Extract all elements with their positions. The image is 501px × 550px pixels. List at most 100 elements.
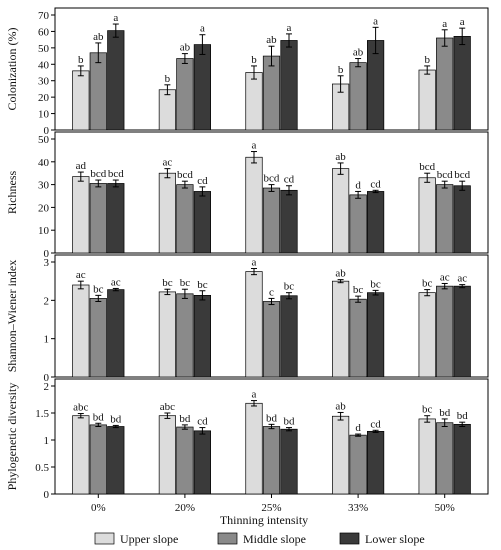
- significance-letter: c: [269, 286, 274, 298]
- significance-letter: bcd: [177, 169, 193, 181]
- bar: [367, 292, 385, 378]
- significance-letter: bcd: [90, 168, 106, 180]
- bar: [349, 298, 367, 378]
- y-tick-label: 40: [38, 59, 50, 71]
- bar: [245, 72, 263, 131]
- legend-swatch: [94, 532, 115, 545]
- significance-letter: bc: [162, 277, 173, 289]
- legend: Upper slope Middle slope Lower slope: [94, 532, 425, 546]
- significance-letter: abc: [160, 401, 175, 413]
- bar: [176, 426, 194, 495]
- significance-letter: d: [355, 422, 361, 434]
- x-axis-title: Thinning intensity: [220, 513, 308, 527]
- significance-letter: bc: [422, 278, 433, 290]
- bar: [453, 36, 471, 131]
- bar: [332, 168, 350, 254]
- bar: [418, 418, 436, 495]
- y-tick-label: 1.5: [35, 408, 49, 420]
- y-axis-title: Shannon–Wiener index: [5, 260, 19, 373]
- bar: [453, 185, 471, 254]
- bar: [349, 62, 367, 131]
- significance-letter: ac: [440, 271, 450, 283]
- bar: [193, 191, 211, 254]
- significance-letter: bd: [284, 416, 296, 428]
- significance-letter: cd: [197, 416, 208, 428]
- bar: [436, 184, 454, 254]
- x-tick-label: 0%: [91, 502, 106, 514]
- significance-letter: a: [373, 15, 378, 27]
- y-tick-label: 70: [38, 10, 50, 22]
- significance-letter: d: [355, 179, 361, 191]
- significance-letter: ac: [163, 157, 173, 169]
- significance-letter: ab: [335, 400, 346, 412]
- significance-letter: bcd: [108, 168, 124, 180]
- bar: [280, 189, 298, 254]
- bar: [107, 183, 125, 254]
- significance-letter: bcd: [437, 169, 453, 181]
- bar: [158, 415, 176, 495]
- bar: [418, 292, 436, 378]
- significance-letter: ac: [111, 276, 121, 288]
- significance-letter: bd: [179, 413, 191, 425]
- significance-letter: bd: [93, 411, 105, 423]
- bar: [332, 415, 350, 495]
- y-tick-label: 1: [44, 435, 50, 447]
- significance-letter: bcd: [419, 161, 435, 173]
- bar: [349, 434, 367, 495]
- y-tick-label: 10: [38, 109, 50, 121]
- legend-label: Middle slope: [243, 532, 306, 546]
- significance-letter: bcd: [264, 173, 280, 185]
- x-tick-label: 33%: [348, 502, 368, 514]
- bar: [280, 295, 298, 378]
- significance-letter: bc: [197, 279, 208, 291]
- bar: [436, 422, 454, 495]
- significance-letter: a: [442, 18, 447, 30]
- significance-letter: b: [165, 73, 171, 85]
- y-tick-label: 20: [38, 92, 50, 104]
- y-tick-label: 3: [44, 257, 50, 269]
- bar: [89, 298, 107, 378]
- bar: [453, 285, 471, 378]
- legend-swatch: [339, 532, 360, 545]
- significance-letter: cd: [284, 174, 295, 186]
- bar: [367, 191, 385, 254]
- significance-letter: b: [251, 54, 257, 66]
- significance-letter: ad: [76, 160, 87, 172]
- x-tick-label: 25%: [261, 502, 281, 514]
- bar: [176, 184, 194, 254]
- bar: [176, 58, 194, 131]
- bar: [280, 40, 298, 131]
- significance-letter: cd: [197, 175, 208, 187]
- bar: [89, 424, 107, 495]
- significance-letter: cd: [370, 178, 381, 190]
- y-tick-label: 50: [38, 134, 50, 146]
- y-axis-title: Colonization (%): [5, 28, 19, 111]
- y-tick-label: 30: [38, 180, 50, 192]
- y-tick-label: 0: [44, 248, 50, 260]
- bar: [436, 285, 454, 378]
- bar: [193, 295, 211, 378]
- bar: [107, 30, 125, 131]
- bar: [280, 428, 298, 495]
- x-tick-label: 50%: [435, 502, 455, 514]
- bar: [418, 69, 436, 131]
- x-tick-label: 20%: [175, 502, 195, 514]
- significance-letter: b: [338, 64, 344, 76]
- significance-letter: bc: [180, 277, 191, 289]
- bar: [107, 426, 125, 495]
- bar: [367, 431, 385, 495]
- significance-letter: bcd: [454, 169, 470, 181]
- significance-letter: bc: [284, 281, 295, 293]
- y-tick-label: 60: [38, 26, 50, 38]
- bar: [158, 89, 176, 131]
- significance-letter: bd: [110, 413, 122, 425]
- bar: [453, 423, 471, 495]
- bar: [262, 187, 281, 254]
- bar: [176, 293, 194, 378]
- y-tick-label: 1: [44, 334, 50, 346]
- bar: [72, 176, 90, 254]
